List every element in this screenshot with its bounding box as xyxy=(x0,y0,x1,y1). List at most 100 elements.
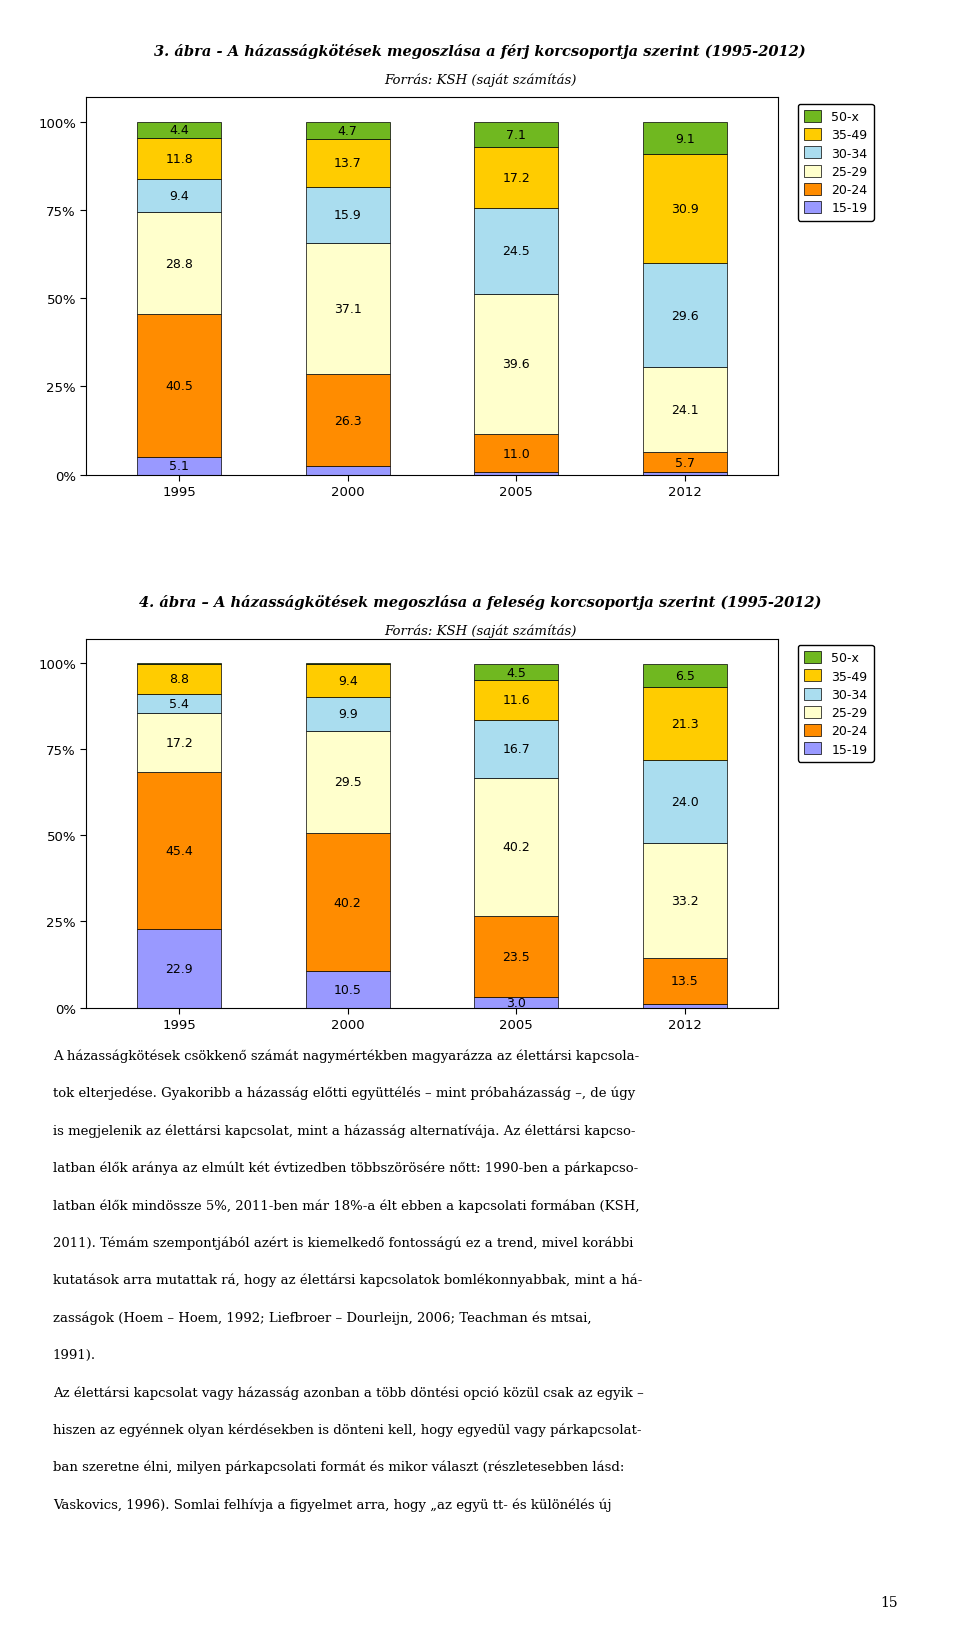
Text: 5.7: 5.7 xyxy=(675,457,695,470)
Bar xyxy=(474,665,559,680)
Bar xyxy=(305,833,390,972)
Bar xyxy=(643,959,727,1005)
Bar xyxy=(474,916,559,998)
Bar xyxy=(643,844,727,959)
Text: Vaskovics, 1996). Somlai felhívja a figyelmet arra, hogy „az együ tt- és különél: Vaskovics, 1996). Somlai felhívja a figy… xyxy=(53,1498,612,1511)
Bar xyxy=(137,213,221,315)
Bar xyxy=(305,139,390,188)
Bar xyxy=(305,698,390,731)
Text: Az élettársi kapcsolat vagy házasság azonban a több döntési opció közül csak az : Az élettársi kapcsolat vagy házasság azo… xyxy=(53,1385,643,1398)
Text: 33.2: 33.2 xyxy=(671,895,699,908)
Bar xyxy=(305,731,390,833)
Bar xyxy=(474,474,559,475)
Text: 11.0: 11.0 xyxy=(502,447,530,461)
Bar xyxy=(643,452,727,474)
Bar xyxy=(643,369,727,452)
Bar xyxy=(305,467,390,475)
Text: 15: 15 xyxy=(880,1595,898,1609)
Text: 13.5: 13.5 xyxy=(671,975,699,988)
Text: latban élők aránya az elmúlt két évtizedben többszörösére nőtt: 1990-ben a párka: latban élők aránya az elmúlt két évtized… xyxy=(53,1160,638,1175)
Text: 9.4: 9.4 xyxy=(338,675,357,688)
Text: 9.9: 9.9 xyxy=(338,708,357,721)
Text: 24.5: 24.5 xyxy=(502,246,530,259)
Text: Forrás: KSH (saját számítás): Forrás: KSH (saját számítás) xyxy=(384,74,576,87)
Text: 21.3: 21.3 xyxy=(671,718,699,731)
Bar xyxy=(305,972,390,1008)
Text: 16.7: 16.7 xyxy=(502,742,530,756)
Text: 40.2: 40.2 xyxy=(334,897,362,910)
Bar xyxy=(474,434,559,474)
Text: 26.3: 26.3 xyxy=(334,415,362,428)
Text: 5.1: 5.1 xyxy=(169,461,189,472)
Text: 30.9: 30.9 xyxy=(671,203,699,216)
Text: 24.1: 24.1 xyxy=(671,405,699,418)
Text: 11.6: 11.6 xyxy=(502,693,530,706)
Bar xyxy=(474,295,559,434)
Text: 3. ábra - A házasságkötések megoszlása a férj korcsoportja szerint (1995-2012): 3. ábra - A házasságkötések megoszlása a… xyxy=(155,44,805,59)
Bar xyxy=(474,148,559,208)
Text: 45.4: 45.4 xyxy=(165,844,193,857)
Text: 29.6: 29.6 xyxy=(671,310,699,323)
Bar xyxy=(643,760,727,844)
Bar xyxy=(643,264,727,369)
Bar xyxy=(137,695,221,713)
Text: 9.1: 9.1 xyxy=(675,133,695,146)
Text: 28.8: 28.8 xyxy=(165,257,193,270)
Bar xyxy=(474,123,559,148)
Bar xyxy=(474,208,559,295)
Text: 4.4: 4.4 xyxy=(169,125,189,138)
Bar xyxy=(137,664,221,695)
Bar xyxy=(137,772,221,929)
Text: Forrás: KSH (saját számítás): Forrás: KSH (saját számítás) xyxy=(384,624,576,638)
Text: kutatások arra mutattak rá, hogy az élettársi kapcsolatok bomlékonnyabbak, mint : kutatások arra mutattak rá, hogy az élet… xyxy=(53,1274,642,1287)
Text: 11.8: 11.8 xyxy=(165,152,193,166)
Text: 23.5: 23.5 xyxy=(502,951,530,964)
Bar xyxy=(137,457,221,475)
Bar xyxy=(305,123,390,139)
Bar xyxy=(643,1005,727,1008)
Text: 39.6: 39.6 xyxy=(502,359,530,370)
Text: 2011). Témám szempontjából azért is kiemelkedő fontosságú ez a trend, mivel korá: 2011). Témám szempontjából azért is kiem… xyxy=(53,1236,634,1249)
Text: 13.7: 13.7 xyxy=(334,157,362,170)
Bar xyxy=(305,665,390,698)
Bar xyxy=(137,713,221,772)
Bar xyxy=(305,244,390,375)
Bar xyxy=(474,680,559,721)
Text: 8.8: 8.8 xyxy=(169,674,189,687)
Bar xyxy=(305,188,390,244)
Text: ban szeretne élni, milyen párkapcsolati formát és mikor választ (részletesebben : ban szeretne élni, milyen párkapcsolati … xyxy=(53,1460,624,1473)
Text: 15.9: 15.9 xyxy=(334,210,362,223)
Bar xyxy=(474,998,559,1008)
Text: 40.5: 40.5 xyxy=(165,380,193,392)
Legend: 50-x, 35-49, 30-34, 25-29, 20-24, 15-19: 50-x, 35-49, 30-34, 25-29, 20-24, 15-19 xyxy=(798,646,874,762)
Text: 4. ábra – A házasságkötések megoszlása a feleség korcsoportja szerint (1995-2012: 4. ábra – A házasságkötések megoszlása a… xyxy=(139,595,821,610)
Text: 10.5: 10.5 xyxy=(334,983,362,997)
Bar xyxy=(643,687,727,760)
Text: zasságok (Hoem – Hoem, 1992; Liefbroer – Dourleijn, 2006; Teachman és mtsai,: zasságok (Hoem – Hoem, 1992; Liefbroer –… xyxy=(53,1311,591,1324)
Text: 40.2: 40.2 xyxy=(502,841,530,854)
Bar xyxy=(137,123,221,139)
Text: tok elterjedése. Gyakoribb a házasság előtti együttélés – mint próbaházasság –, : tok elterjedése. Gyakoribb a házasság el… xyxy=(53,1087,636,1100)
Bar xyxy=(474,779,559,916)
Text: 37.1: 37.1 xyxy=(334,303,362,316)
Text: A házasságkötések csökkenő számát nagymértékben magyarázza az élettársi kapcsola: A házasságkötések csökkenő számát nagymé… xyxy=(53,1049,639,1062)
Text: 7.1: 7.1 xyxy=(506,129,526,143)
Legend: 50-x, 35-49, 30-34, 25-29, 20-24, 15-19: 50-x, 35-49, 30-34, 25-29, 20-24, 15-19 xyxy=(798,105,874,221)
Text: 3.0: 3.0 xyxy=(506,997,526,1010)
Text: 17.2: 17.2 xyxy=(165,736,193,749)
Bar xyxy=(137,315,221,457)
Text: 1991).: 1991). xyxy=(53,1347,96,1360)
Bar xyxy=(305,375,390,467)
Bar xyxy=(643,665,727,687)
Text: 17.2: 17.2 xyxy=(502,172,530,185)
Text: 22.9: 22.9 xyxy=(165,962,193,975)
Text: hiszen az egyénnek olyan kérdésekben is dönteni kell, hogy egyedül vagy párkapcs: hiszen az egyénnek olyan kérdésekben is … xyxy=(53,1423,641,1436)
Bar xyxy=(137,180,221,213)
Bar xyxy=(643,123,727,156)
Text: latban élők mindössze 5%, 2011-ben már 18%-a élt ebben a kapcsolati formában (KS: latban élők mindössze 5%, 2011-ben már 1… xyxy=(53,1198,639,1211)
Bar xyxy=(474,721,559,779)
Text: 4.7: 4.7 xyxy=(338,125,358,138)
Text: 9.4: 9.4 xyxy=(169,190,189,203)
Bar xyxy=(643,156,727,264)
Text: 24.0: 24.0 xyxy=(671,795,699,808)
